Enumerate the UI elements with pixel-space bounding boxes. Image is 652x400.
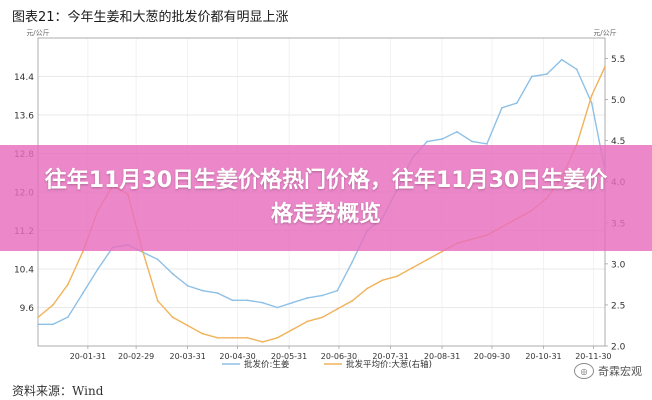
data-point [67, 316, 69, 319]
data-point [156, 299, 159, 302]
title-banner: 往年11月30日生姜价格热门价格，往年11月30日生姜价格走势概览 [0, 145, 652, 251]
data-point [306, 320, 309, 323]
data-point [291, 301, 294, 304]
data-point [486, 142, 488, 145]
data-source-note: 资料来源：Wind [12, 384, 104, 398]
data-point [37, 323, 39, 326]
data-point [336, 308, 339, 310]
x-tick-label: 20-06-30 [321, 352, 357, 361]
data-point [515, 102, 518, 104]
data-point [201, 289, 204, 292]
data-point [321, 316, 324, 319]
data-point [216, 292, 219, 294]
data-point [81, 250, 84, 253]
data-point [560, 58, 563, 61]
chart-legend: 批发价:生姜 批发平均价:大葱(右轴) [222, 359, 432, 370]
data-point [52, 304, 54, 306]
left-tick-label: 13.6 [14, 112, 34, 122]
data-point [81, 292, 84, 294]
data-point [366, 287, 369, 290]
right-tick-label: 5.0 [611, 96, 626, 106]
wechat-icon: ◎ [574, 363, 594, 379]
data-point [186, 284, 189, 287]
data-point [590, 102, 593, 104]
data-point [396, 275, 399, 278]
data-point [231, 299, 234, 302]
x-tick-label: 20-08-31 [424, 352, 460, 361]
data-point [246, 299, 249, 302]
data-point [351, 260, 354, 263]
data-point [381, 279, 384, 282]
x-tick-label: 20-04-30 [219, 352, 255, 361]
x-tick-label: 20-07-31 [372, 352, 408, 361]
right-tick-label: 3.0 [611, 260, 626, 270]
data-point [52, 323, 54, 326]
x-tick-label: 20-01-31 [70, 352, 106, 361]
data-point [441, 138, 443, 140]
data-point [306, 296, 309, 299]
data-point [545, 73, 548, 75]
data-point [246, 336, 249, 339]
right-tick-label: 2.0 [611, 343, 626, 353]
right-tick-label: 5.5 [611, 55, 625, 65]
data-point [590, 94, 593, 97]
data-point [426, 140, 428, 143]
left-tick-label: 14.4 [14, 73, 34, 83]
data-point [456, 130, 458, 133]
x-tick-label: 20-11-30 [575, 352, 611, 361]
x-tick-label: 20-05-31 [271, 352, 307, 361]
data-point [37, 316, 39, 319]
x-tick-label: 20-09-30 [474, 352, 510, 361]
figure-title: 图表21：今年生姜和大葱的批发价都有明显上涨 [12, 10, 289, 25]
data-point [171, 272, 174, 275]
data-point [604, 65, 606, 68]
data-point [291, 328, 294, 331]
legend-label-1: 批发价:生姜 [244, 359, 290, 370]
data-point [201, 332, 204, 335]
data-point [321, 294, 324, 297]
right-tick-label: 2.5 [611, 301, 625, 311]
data-point [575, 68, 578, 71]
data-point [141, 250, 144, 253]
data-point [156, 258, 159, 261]
right-tick-label: 4.5 [611, 137, 625, 147]
left-tick-label: 10.4 [14, 266, 34, 276]
data-point [276, 336, 279, 339]
left-axis-unit: 元/公斤 [26, 28, 49, 37]
legend-label-2: 批发平均价:大葱(右轴) [346, 359, 432, 370]
watermark: ◎ 奇霖宏观 [574, 363, 642, 379]
data-point [351, 299, 354, 302]
x-tick-label: 20-10-31 [525, 352, 561, 361]
data-point [231, 336, 234, 339]
data-point [336, 289, 339, 292]
data-point [186, 324, 189, 327]
data-point [501, 106, 503, 109]
x-tick-label: 20-02-29 [118, 352, 154, 361]
data-point [171, 316, 174, 319]
data-point [276, 306, 279, 309]
data-point [426, 258, 428, 261]
data-point [471, 140, 473, 143]
data-point [96, 268, 99, 270]
data-point [67, 283, 69, 286]
watermark-text: 奇霖宏观 [598, 365, 642, 378]
banner-headline: 往年11月30日生姜价格热门价格，往年11月30日生姜价格走势概览 [44, 168, 608, 227]
data-point [261, 340, 264, 343]
data-point [530, 75, 533, 78]
data-point [216, 336, 219, 339]
data-point [411, 267, 414, 269]
data-point [261, 301, 264, 304]
data-point [441, 250, 443, 253]
left-tick-label: 9.6 [20, 304, 35, 314]
x-tick-label: 20-03-31 [169, 352, 205, 361]
right-axis-unit: 元/公斤 [593, 28, 616, 37]
